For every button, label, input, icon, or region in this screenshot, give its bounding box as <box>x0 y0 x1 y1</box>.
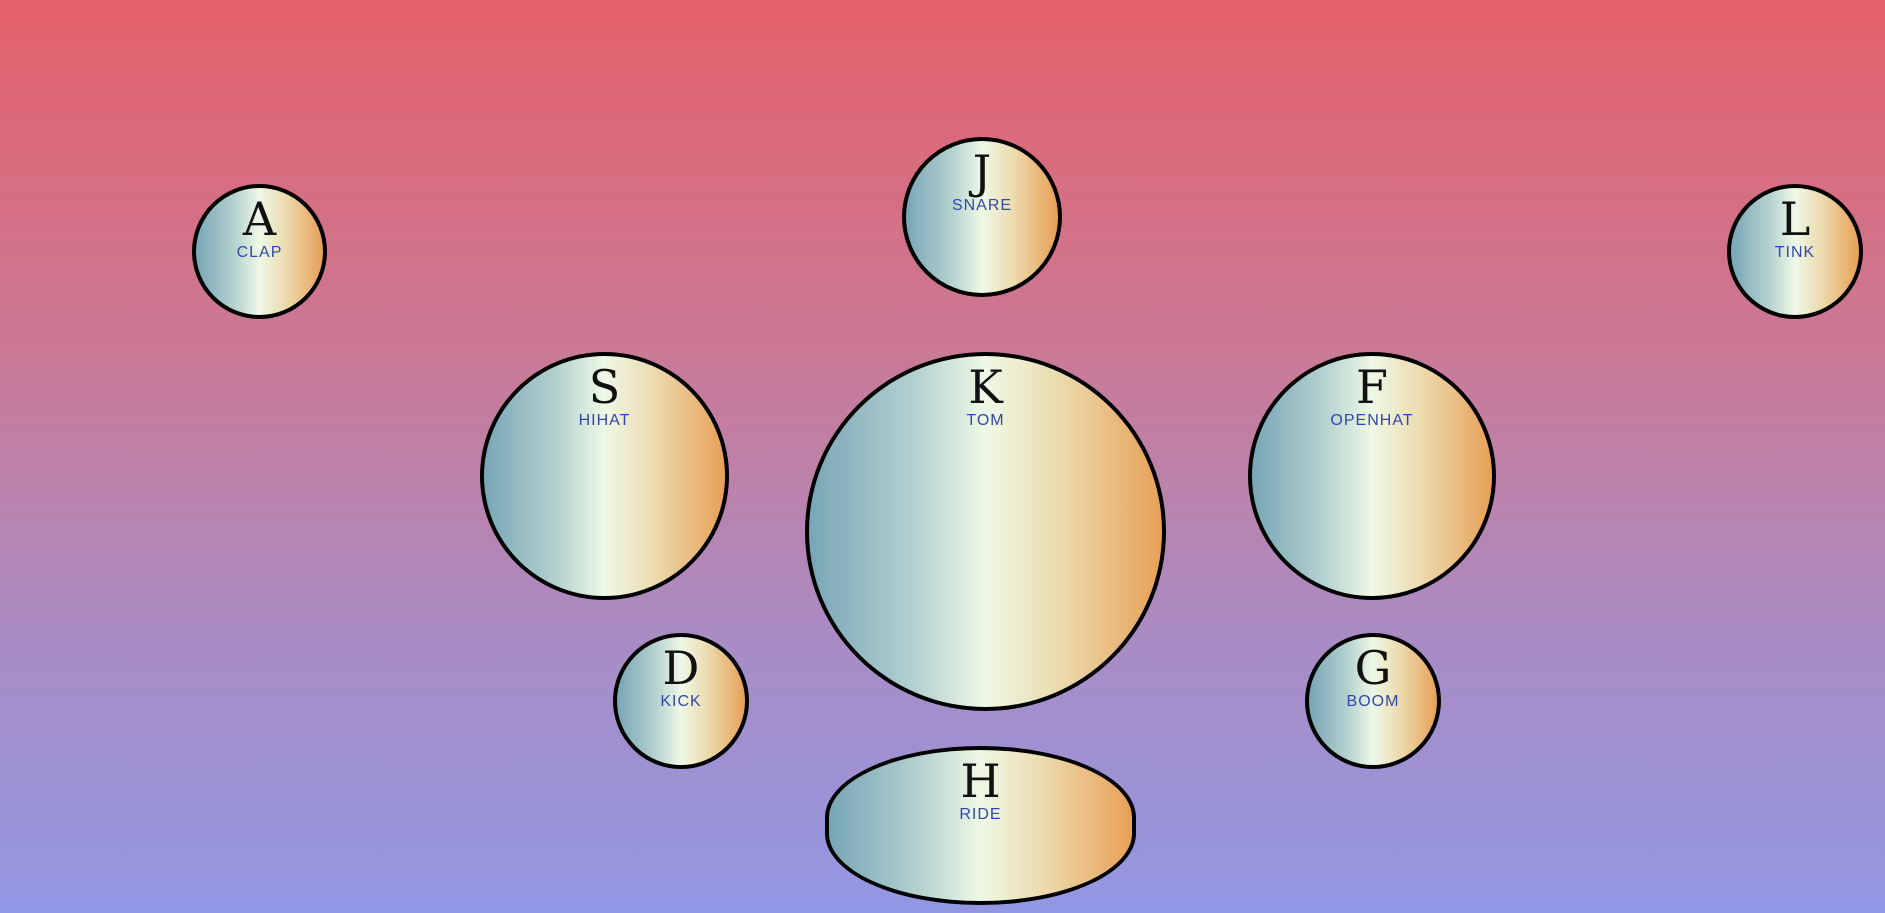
drum-pad-boom[interactable]: G BOOM <box>1305 633 1441 769</box>
pad-sound-label: SNARE <box>951 197 1013 214</box>
pad-key-label: L <box>1779 192 1811 246</box>
pad-key-label: K <box>968 360 1003 414</box>
pad-sound-label: OPENHAT <box>1330 412 1414 429</box>
pad-sound-label: RIDE <box>959 806 1002 823</box>
pad-key-label: D <box>662 641 700 695</box>
drum-pad-openhat[interactable]: F OPENHAT <box>1248 352 1496 600</box>
drum-pad-kick[interactable]: D KICK <box>613 633 749 769</box>
drum-pad-tink[interactable]: L TINK <box>1727 184 1863 319</box>
pad-key-label: J <box>972 145 992 199</box>
drum-pad-hihat[interactable]: S HIHAT <box>480 352 729 600</box>
pad-sound-label: HIHAT <box>578 412 631 429</box>
pad-key-label: H <box>960 754 1001 808</box>
pad-sound-label: KICK <box>660 693 702 710</box>
pad-sound-label: CLAP <box>236 244 283 261</box>
pad-sound-label: TOM <box>966 412 1005 429</box>
pad-key-label: F <box>1356 360 1388 414</box>
pad-key-label: S <box>588 360 621 414</box>
pad-sound-label: BOOM <box>1346 693 1400 710</box>
pad-sound-label: TINK <box>1774 244 1816 261</box>
pad-key-label: G <box>1354 641 1392 695</box>
pad-key-label: A <box>242 192 277 246</box>
drum-pad-snare[interactable]: J SNARE <box>902 137 1062 297</box>
drum-pad-tom[interactable]: K TOM <box>805 352 1166 711</box>
drum-pad-clap[interactable]: A CLAP <box>192 184 327 319</box>
drum-pad-ride[interactable]: H RIDE <box>825 746 1136 905</box>
